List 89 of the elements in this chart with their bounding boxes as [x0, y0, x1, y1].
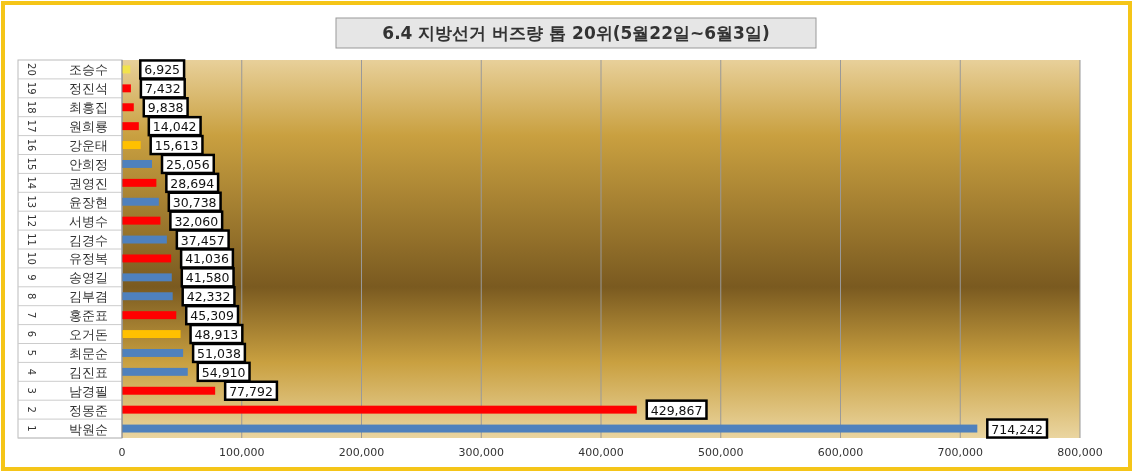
y-tick-label: 김부겸: [68, 289, 108, 305]
bar: [122, 103, 134, 112]
data-label: 28,694: [170, 175, 215, 191]
text: 19: [26, 81, 37, 95]
x-tick-label: 0: [118, 446, 126, 459]
data-label: 25,056: [166, 156, 210, 172]
bar: [122, 159, 152, 168]
y-tick-label: 박원순: [68, 421, 108, 437]
y-tick-label: 서병수: [68, 213, 108, 229]
text: 7: [26, 311, 37, 319]
y-tick-label: 강운태: [68, 138, 108, 154]
data-label: 714,242: [991, 421, 1044, 437]
data-label: 77,792: [229, 383, 273, 399]
data-label: 41,580: [185, 270, 230, 286]
text: 13: [26, 195, 37, 209]
bar: [122, 141, 141, 150]
data-label: 6,925: [144, 62, 181, 78]
y-tick-label: 조승수: [68, 62, 108, 78]
bar: [122, 254, 172, 263]
text: 5: [26, 349, 37, 357]
text: 4: [26, 368, 37, 376]
bar: [122, 122, 139, 131]
text: 12: [26, 214, 37, 228]
bar: [122, 405, 637, 414]
x-tick-label: 600,000: [817, 446, 864, 459]
text: 18: [26, 100, 37, 114]
y-tick-label: 최흥집: [68, 100, 108, 116]
y-tick-label: 송영길: [68, 270, 108, 286]
bar: [122, 424, 978, 433]
data-label: 15,613: [154, 138, 199, 154]
y-tick-label: 정진석: [68, 81, 108, 97]
y-tick-label: 권영진: [68, 175, 108, 191]
data-label: 37,457: [180, 232, 225, 248]
text: 17: [26, 119, 37, 133]
y-tick-label: 안희정: [68, 156, 108, 172]
bar: [122, 197, 159, 206]
x-tick-label: 300,000: [458, 446, 504, 459]
bar: [122, 235, 167, 244]
text: 11: [26, 233, 37, 246]
y-tick-label: 윤장현: [68, 194, 108, 210]
text: 8: [26, 293, 37, 300]
y-tick-label: 김경수: [68, 232, 108, 248]
text: 10: [26, 252, 37, 265]
text: 14: [26, 176, 37, 190]
text: 15: [26, 157, 37, 171]
data-label: 9,838: [147, 100, 184, 116]
bar: [122, 84, 131, 93]
bar: [122, 348, 184, 357]
data-label: 51,038: [197, 345, 241, 361]
text: 16: [26, 138, 37, 152]
data-label: 45,309: [190, 308, 235, 324]
text: 6: [26, 330, 37, 338]
text: 1: [26, 425, 37, 432]
x-tick-label: 400,000: [578, 446, 624, 459]
x-tick-label: 700,000: [937, 446, 983, 459]
text: 9: [26, 274, 37, 281]
data-label: 30,738: [172, 194, 217, 210]
data-label: 48,913: [194, 327, 239, 343]
y-tick-label: 오거돈: [68, 327, 108, 343]
y-tick-label: 홍준표: [68, 308, 108, 324]
data-label: 32,060: [174, 213, 219, 229]
data-label: 14,042: [152, 119, 197, 135]
data-label: 42,332: [186, 289, 231, 305]
y-tick-label: 김진표: [68, 364, 108, 380]
bar: [122, 367, 188, 376]
chart-title: 6.4 지방선거 버즈량 톱 20위(5월22일~6월3일): [382, 23, 770, 43]
text: 20: [26, 63, 37, 76]
bar: [122, 178, 157, 187]
y-tick-label: 정몽준: [68, 402, 108, 418]
data-label: 54,910: [201, 364, 246, 380]
bar: [122, 311, 177, 320]
bar: [122, 386, 216, 395]
text: 3: [26, 387, 37, 394]
data-label: 7,432: [144, 81, 181, 97]
x-tick-label: 100,000: [219, 446, 265, 459]
bar: [122, 330, 181, 339]
x-tick-label: 500,000: [698, 446, 744, 459]
x-tick-label: 200,000: [338, 446, 385, 459]
text: 2: [26, 406, 37, 413]
data-label: 429,867: [650, 402, 703, 418]
y-tick-label: 유정복: [68, 251, 108, 267]
bar: [122, 216, 161, 225]
bar: [122, 273, 172, 282]
y-tick-label: 최문순: [68, 345, 108, 361]
y-tick-label: 남경필: [68, 383, 108, 399]
y-tick-label: 원희룡: [68, 119, 108, 135]
bar: [122, 292, 173, 301]
data-label: 41,036: [185, 251, 229, 267]
x-tick-label: 800,000: [1057, 446, 1103, 459]
